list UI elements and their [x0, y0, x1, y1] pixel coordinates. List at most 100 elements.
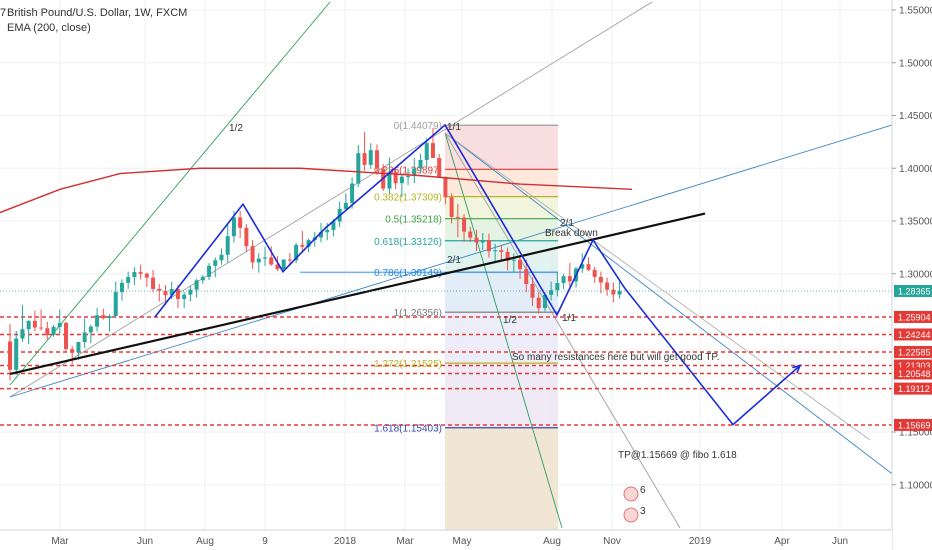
candle — [269, 257, 274, 265]
candle — [325, 229, 330, 233]
candle — [213, 260, 218, 266]
y-tick-label-4: 1.35000 — [899, 217, 932, 228]
fan-label-two-mid: 2/1 — [447, 255, 461, 266]
candle — [76, 342, 81, 353]
candle — [555, 283, 560, 291]
fan-label-two-top: 2/1 — [560, 218, 574, 229]
candle — [294, 244, 299, 261]
fib-zone-tail — [445, 427, 558, 530]
candle — [138, 272, 143, 274]
resistance-tag-2: 1.22585 — [898, 347, 931, 357]
candle — [449, 197, 454, 217]
candle — [157, 288, 162, 291]
candle — [113, 292, 118, 317]
main-trend-line — [9, 212, 706, 376]
candle — [356, 153, 361, 184]
candle — [20, 329, 25, 339]
candle — [70, 349, 75, 353]
ema-200 — [0, 167, 633, 214]
candle — [393, 172, 398, 184]
candle — [194, 280, 199, 290]
candle — [387, 172, 392, 189]
candle — [82, 332, 87, 343]
candle — [219, 254, 224, 261]
candle — [319, 232, 323, 238]
candle — [51, 326, 56, 336]
candle — [399, 176, 404, 184]
candle — [561, 276, 566, 284]
candle — [39, 327, 44, 329]
candle — [536, 297, 541, 309]
candle — [499, 250, 504, 252]
y-tick-label-3: 1.40000 — [899, 164, 932, 175]
candle — [524, 269, 529, 284]
x-tick-label-11: Jun — [832, 536, 848, 547]
candle — [530, 283, 535, 298]
candle — [542, 294, 547, 309]
candle — [592, 269, 597, 277]
candle — [88, 326, 93, 333]
resistance-tag-6-bg — [894, 418, 932, 431]
x-tick-label-9: 2019 — [689, 536, 712, 547]
trend-lines — [0, 212, 892, 376]
resistance-tag-5: 1.19112 — [898, 384, 930, 394]
x-tick-label-2: Aug — [196, 536, 214, 547]
y-tick-label-5: 1.30000 — [899, 269, 932, 280]
candle — [374, 150, 379, 169]
candle — [331, 221, 336, 230]
candle — [144, 273, 149, 278]
candle — [263, 257, 268, 259]
candle — [362, 153, 367, 165]
title-prefix: 7 — [0, 7, 6, 19]
candle — [26, 320, 31, 330]
y-tick-label-6: 1.15000 — [899, 428, 932, 439]
candle — [231, 217, 236, 237]
candle — [343, 202, 348, 209]
candle — [126, 277, 131, 283]
event-count-bottom: 3 — [640, 506, 646, 517]
event-marker-icon — [623, 507, 639, 523]
resistance-tag-2-bg — [894, 345, 932, 358]
candle — [200, 276, 205, 281]
indicator-label: EMA (200, close) — [7, 22, 91, 34]
fan-label-one-bottom: 1/1 — [562, 313, 576, 324]
x-tick-label-4: 2018 — [334, 536, 357, 547]
resistance-tag-0: 1.25904 — [898, 312, 931, 322]
candle — [418, 159, 423, 169]
swing-arrow-head — [792, 364, 802, 374]
resistance-tag-0-bg — [894, 310, 932, 323]
x-tick-label-7: Aug — [543, 536, 561, 547]
fan-label-half-mid: 1/2 — [503, 315, 517, 326]
fib-label-4: 0.618(1.33126) — [374, 237, 442, 248]
candle — [306, 240, 311, 247]
x-tick-label-1: Jun — [137, 536, 153, 547]
fan-line-4 — [444, 132, 681, 529]
fan-line-5 — [444, 132, 921, 496]
candle — [511, 259, 516, 261]
candle — [598, 276, 603, 283]
candle — [238, 217, 243, 228]
event-marker-icon — [623, 486, 639, 502]
candle — [300, 244, 305, 247]
candle — [549, 290, 554, 295]
fan-label-one-top: 1/1 — [447, 122, 461, 133]
resistance-tag-6: 1.15669 — [898, 420, 931, 430]
candle — [107, 316, 112, 319]
fib-zone-3 — [445, 218, 558, 241]
grid — [0, 0, 892, 530]
candle — [281, 259, 286, 270]
candle — [250, 246, 255, 263]
resistance-tag-3: 1.21303 — [898, 361, 931, 371]
resistance-tag-1: 1.24244 — [898, 330, 931, 340]
candle — [368, 150, 373, 165]
price-axis-panel — [892, 0, 932, 550]
resistance-tag-4: 1.20548 — [898, 369, 931, 379]
tp-label: TP@1.15669 @ fibo 1.618 — [618, 450, 737, 461]
candle — [474, 237, 479, 243]
y-tick-label-1: 1.50000 — [899, 58, 932, 69]
time-axis-panel — [0, 530, 892, 550]
x-tick-label-3: 9 — [262, 536, 268, 547]
